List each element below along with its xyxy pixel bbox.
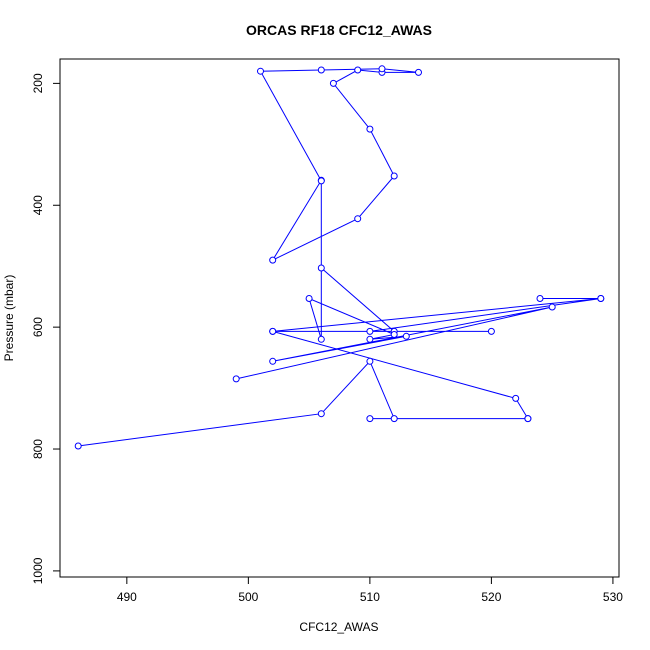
data-point	[232, 375, 240, 383]
data-point	[366, 415, 374, 423]
data-point	[354, 215, 362, 223]
data-point	[536, 295, 544, 302]
data-point	[402, 332, 410, 340]
data-point	[305, 295, 313, 302]
data-point	[317, 177, 325, 185]
data-point	[317, 335, 325, 343]
x-tick-label: 510	[360, 590, 380, 604]
data-point	[378, 65, 386, 73]
data-point	[390, 172, 398, 180]
data-point	[317, 66, 325, 74]
chart-title: ORCAS RF18 CFC12_AWAS	[246, 22, 432, 38]
data-point	[74, 442, 82, 450]
y-axis: 200 400 600 800 1000	[31, 73, 60, 584]
x-tick-label: 500	[238, 590, 258, 604]
data-point	[390, 415, 398, 423]
plot-frame	[59, 58, 620, 578]
data-point	[269, 256, 277, 264]
series-layer	[74, 65, 605, 450]
data-point	[317, 410, 325, 418]
x-tick-label: 520	[481, 590, 501, 604]
data-point	[257, 67, 264, 75]
y-tick-label: 1000	[31, 557, 45, 584]
data-point	[415, 68, 422, 76]
data-point	[548, 303, 556, 311]
x-tick-label: 490	[117, 590, 137, 604]
y-tick-label: 600	[31, 317, 45, 337]
data-point	[366, 327, 374, 335]
data-point	[524, 415, 532, 423]
y-tick-label: 200	[31, 73, 45, 93]
y-axis-label: Pressure (mbar)	[2, 275, 16, 362]
data-point	[512, 394, 520, 402]
y-tick-label: 800	[31, 439, 45, 459]
data-point	[354, 66, 362, 74]
data-point	[366, 357, 374, 365]
data-point	[317, 264, 325, 272]
x-tick-label: 530	[603, 590, 623, 604]
x-axis: 490 500 510 520 530	[117, 577, 623, 604]
data-point	[487, 327, 495, 335]
series-line	[78, 68, 601, 447]
data-point	[366, 335, 374, 343]
data-point	[269, 357, 277, 365]
data-point	[597, 295, 605, 302]
data-point	[366, 125, 374, 133]
y-tick-label: 400	[31, 195, 45, 215]
data-point	[329, 79, 337, 87]
data-point	[390, 331, 398, 338]
data-point	[269, 327, 277, 335]
x-axis-label: CFC12_AWAS	[299, 620, 378, 634]
